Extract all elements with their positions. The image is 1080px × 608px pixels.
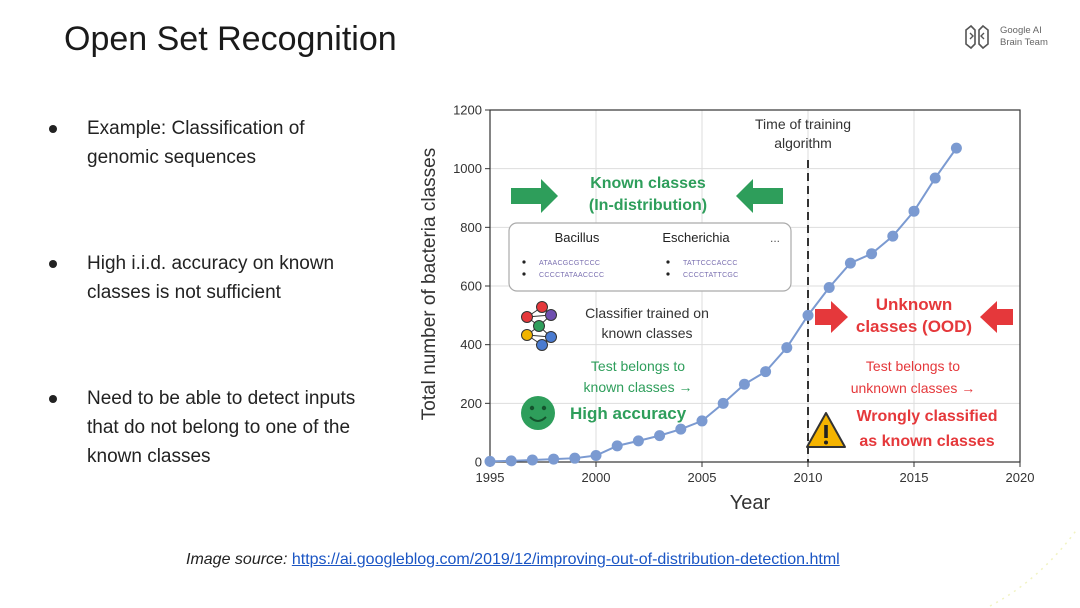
network-node [521, 311, 533, 323]
y-tick-label: 600 [460, 279, 482, 294]
bullet-text-3: Need to be able to detect inputs that do… [87, 388, 356, 467]
unknown-right-arrow-icon [980, 301, 1013, 333]
known-result: High accuracy [570, 404, 687, 423]
sequence-bullet [666, 272, 670, 276]
bullet-dot-icon [49, 125, 57, 133]
data-point [484, 455, 496, 467]
genome-box [508, 222, 792, 292]
y-tick-label: 800 [460, 220, 482, 235]
smiley-icon [521, 396, 555, 430]
bullet-item-2: High i.i.d. accuracy on known classes is… [40, 249, 375, 307]
data-point [696, 415, 708, 427]
warning-dot [824, 440, 828, 445]
warning-icon [806, 412, 846, 448]
genome-sequence: CCCCTATTCGC [683, 272, 739, 279]
x-tick-label: 1995 [476, 470, 505, 485]
bullet-item-3: Need to be able to detect inputs that do… [40, 384, 375, 471]
sequence-bullet [522, 260, 526, 264]
x-tick-label: 2005 [688, 470, 717, 485]
unknown-classes-heading: Unknown classes (OOD) [856, 295, 972, 336]
class-name-bacillus: Bacillus [555, 230, 600, 245]
sequence-bullet [522, 272, 526, 276]
data-point [569, 452, 581, 464]
google-ai-brain-logo: Google AI Brain Team [962, 22, 1062, 54]
network-node [536, 339, 548, 351]
smiley-face [521, 396, 555, 430]
known-right-arrow-icon [736, 179, 783, 213]
x-tick-label: 2015 [900, 470, 929, 485]
classifier-label: Classifier trained on known classes [585, 305, 709, 341]
bacteria-classes-chart: 1995 2000 2005 2010 2015 2020 0 200 400 600 800 100… [419, 103, 1035, 515]
data-point [611, 440, 623, 452]
warning-mark [824, 425, 828, 438]
genome-sequence: CCCCTATAACCCC [539, 272, 604, 279]
y-tick-label: 400 [460, 337, 482, 352]
neural-network-icon [521, 301, 557, 351]
unknown-result: Wrongly classified as known classes [856, 408, 997, 450]
training-time-label: Time of training algorithm [755, 116, 851, 151]
data-point [590, 450, 602, 462]
x-tick-label: 2020 [1006, 470, 1035, 485]
data-point [526, 454, 538, 466]
sequence-bullet [666, 260, 670, 264]
data-point [654, 430, 666, 442]
slide-title: Open Set Recognition [64, 20, 397, 58]
bullet-text-2: High i.i.d. accuracy on known classes is… [87, 253, 335, 303]
data-point [738, 378, 750, 390]
decorative-arc [989, 527, 1079, 607]
data-point [929, 172, 941, 184]
data-point [675, 423, 687, 435]
smiley-eye [541, 405, 547, 411]
bullet-text-1: Example: Classification of genomic seque… [87, 118, 305, 168]
data-point [632, 435, 644, 447]
smiley-eye [529, 405, 535, 411]
data-point [866, 248, 878, 260]
bullet-dot-icon [49, 395, 57, 403]
logo-line-1: Google AI [1000, 25, 1042, 36]
data-point [887, 230, 899, 242]
data-point [760, 366, 772, 378]
genome-sequence: ATAACGCGTCCC [539, 260, 600, 267]
known-test-text: Test belongs to known classes → [584, 358, 693, 395]
logo-line-2: Brain Team [1000, 37, 1048, 48]
image-source: Image source: https://ai.googleblog.com/… [186, 551, 840, 569]
class-name-escherichia: Escherichia [662, 230, 730, 245]
network-node [533, 320, 545, 332]
y-tick-label: 200 [460, 396, 482, 411]
unknown-test-text: Test belongs to unknown classes → [851, 358, 976, 396]
data-point [505, 455, 517, 467]
data-point [717, 397, 729, 409]
data-point [844, 257, 856, 269]
data-point [950, 142, 962, 154]
image-source-label: Image source: [186, 551, 288, 568]
image-source-link[interactable]: https://ai.googleblog.com/2019/12/improv… [291, 551, 840, 568]
network-node [536, 301, 548, 313]
x-tick-label: 2010 [794, 470, 823, 485]
y-axis-label: Total number of bacteria classes [419, 148, 440, 420]
x-axis-label: Year [730, 492, 771, 514]
data-point [823, 281, 835, 293]
unknown-left-arrow-icon [815, 301, 848, 333]
data-point [548, 453, 560, 465]
known-classes-heading: Known classes (In-distribution) [589, 175, 707, 214]
data-point [781, 342, 793, 354]
data-point [802, 309, 814, 321]
y-tick-label: 1000 [453, 161, 482, 176]
data-point [908, 205, 920, 217]
network-node [521, 329, 533, 341]
network-node [545, 331, 557, 343]
google-ai-brain-logo-icon [965, 24, 989, 50]
network-node [545, 309, 557, 321]
x-tick-label: 2000 [582, 470, 611, 485]
y-tick-label: 0 [475, 455, 482, 470]
class-name-more: ... [770, 231, 780, 245]
y-tick-label: 1200 [453, 103, 482, 118]
bullet-item-1: Example: Classification of genomic seque… [40, 114, 375, 172]
genome-sequence: TATTCCCACCC [683, 260, 738, 267]
bullet-dot-icon [49, 260, 57, 268]
smiley-mouth [529, 416, 547, 422]
known-left-arrow-icon [511, 179, 558, 213]
